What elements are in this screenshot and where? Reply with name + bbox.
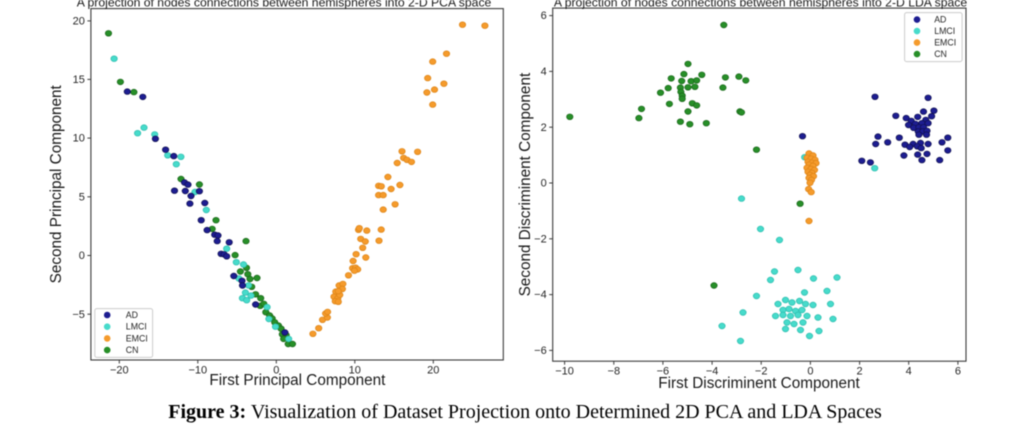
svg-text:5: 5 bbox=[79, 191, 85, 203]
svg-text:0: 0 bbox=[541, 178, 547, 190]
svg-text:AD: AD bbox=[126, 310, 138, 320]
svg-text:20: 20 bbox=[73, 16, 85, 28]
svg-text:0: 0 bbox=[79, 250, 85, 262]
svg-text:0: 0 bbox=[807, 366, 813, 378]
svg-text:6: 6 bbox=[955, 366, 961, 378]
svg-text:−6: −6 bbox=[534, 345, 547, 357]
svg-text:CN: CN bbox=[126, 345, 139, 355]
svg-text:−20: −20 bbox=[110, 365, 129, 377]
svg-text:4: 4 bbox=[906, 366, 912, 378]
svg-text:6: 6 bbox=[541, 10, 547, 22]
svg-text:AD: AD bbox=[934, 15, 946, 25]
svg-text:−10: −10 bbox=[188, 365, 207, 377]
svg-text:Second Discriminent Component: Second Discriminent Component bbox=[517, 72, 534, 296]
svg-text:−4: −4 bbox=[706, 366, 719, 378]
svg-text:−2: −2 bbox=[755, 366, 768, 378]
svg-text:Second Principal Component: Second Principal Component bbox=[48, 84, 65, 283]
svg-text:EMCI: EMCI bbox=[934, 38, 956, 48]
svg-text:2: 2 bbox=[541, 122, 547, 134]
svg-text:−2: −2 bbox=[534, 233, 547, 245]
svg-text:20: 20 bbox=[427, 365, 439, 377]
svg-text:First Discriminent Component: First Discriminent Component bbox=[658, 375, 860, 392]
svg-text:10: 10 bbox=[73, 133, 85, 145]
svg-text:LMCI: LMCI bbox=[934, 26, 955, 36]
svg-text:−4: −4 bbox=[534, 289, 547, 301]
svg-text:−5: −5 bbox=[72, 309, 85, 321]
svg-text:LMCI: LMCI bbox=[126, 322, 147, 332]
svg-text:0: 0 bbox=[273, 365, 279, 377]
svg-text:4: 4 bbox=[541, 66, 547, 78]
svg-text:10: 10 bbox=[349, 365, 361, 377]
svg-text:CN: CN bbox=[934, 49, 947, 59]
svg-text:−10: −10 bbox=[555, 366, 574, 378]
svg-text:2: 2 bbox=[857, 366, 863, 378]
svg-text:EMCI: EMCI bbox=[126, 333, 148, 343]
svg-text:15: 15 bbox=[73, 74, 85, 86]
svg-text:A projection of nodes connecti: A projection of nodes connections betwee… bbox=[77, 0, 492, 9]
svg-text:A projection of nodes connecti: A projection of nodes connections betwee… bbox=[554, 0, 967, 9]
svg-text:First Principal Component: First Principal Component bbox=[209, 372, 386, 389]
svg-text:−6: −6 bbox=[657, 366, 670, 378]
svg-text:−8: −8 bbox=[608, 366, 621, 378]
